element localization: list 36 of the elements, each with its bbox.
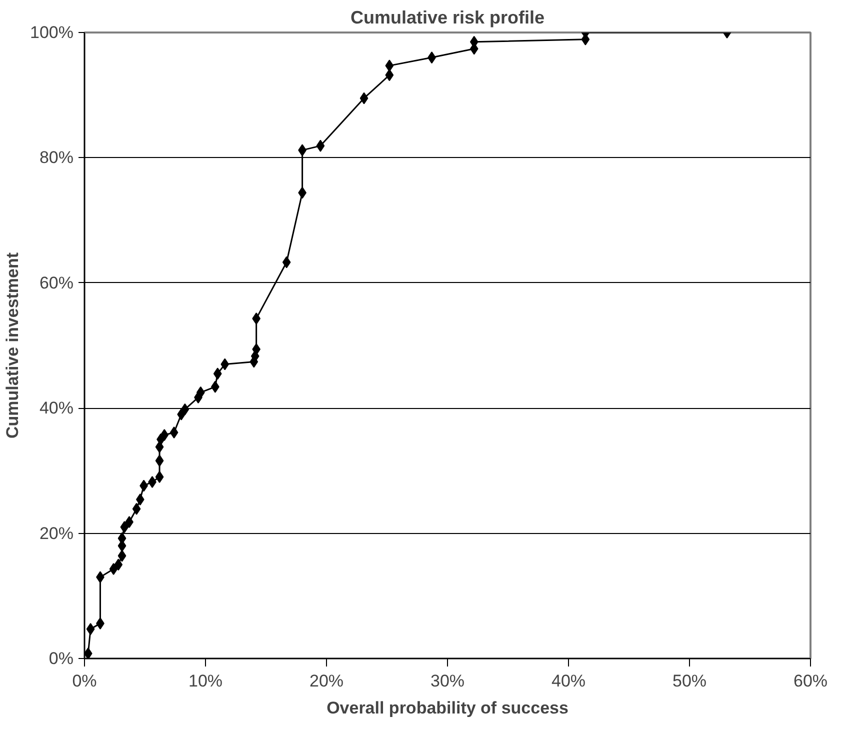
y-tick-label: 0%: [48, 649, 74, 668]
point: [385, 60, 394, 72]
point: [360, 92, 368, 104]
point: [282, 256, 291, 268]
point: [316, 140, 325, 152]
point: [385, 69, 394, 82]
point: [155, 470, 164, 483]
point: [160, 429, 169, 442]
x-tick-label: 50%: [672, 672, 707, 690]
x-tick-label: 20%: [309, 672, 344, 690]
x-tick-label: 40%: [551, 672, 586, 690]
x-tick-label: 30%: [430, 672, 465, 690]
point: [170, 426, 178, 439]
point: [196, 386, 205, 398]
point: [86, 623, 95, 636]
point: [155, 454, 164, 467]
point: [220, 358, 230, 370]
point: [120, 521, 129, 534]
y-axis-title: Cumulative investment: [3, 252, 22, 439]
x-tick-label: 10%: [188, 672, 223, 690]
x-tick-label: 60%: [793, 672, 828, 690]
y-tick-label: 100%: [30, 23, 74, 42]
y-tick-label: 20%: [39, 524, 74, 543]
point: [213, 368, 222, 380]
y-tick-label: 60%: [39, 273, 74, 292]
point: [132, 502, 141, 515]
point: [114, 558, 123, 571]
point: [118, 550, 126, 562]
x-tick-label: 0%: [72, 672, 97, 690]
x-axis-title: Overall probability of success: [326, 698, 568, 718]
y-tick-label: 40%: [39, 398, 74, 418]
chart-title: Cumulative risk profile: [350, 8, 545, 28]
point: [180, 403, 190, 416]
y-tick-label: 80%: [39, 148, 74, 168]
point: [109, 562, 118, 575]
point: [136, 493, 144, 506]
